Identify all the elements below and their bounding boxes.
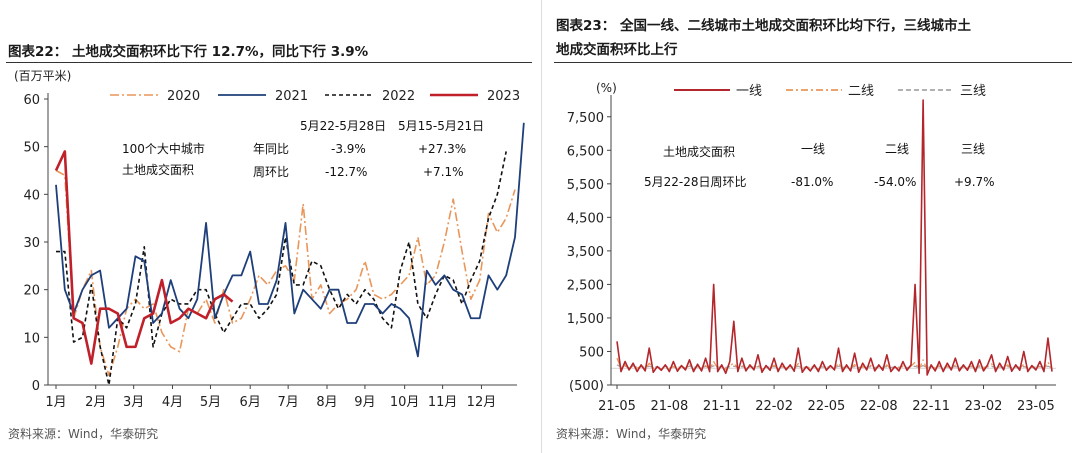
y-tick-label: 60	[23, 93, 40, 108]
legend-label: 一线	[736, 84, 762, 99]
legend-label: 2021	[275, 89, 308, 104]
x-tick-label: 12月	[467, 395, 497, 410]
x-tick-label: 21-11	[703, 399, 741, 414]
x-tick-label: 2月	[85, 395, 106, 410]
x-tick-label: 23-05	[1017, 399, 1055, 414]
table-metric-label: 年同比	[253, 142, 289, 156]
table-col-header: 二线	[885, 142, 909, 156]
y-tick-label: 500	[579, 345, 604, 360]
x-tick-label: 21-05	[598, 399, 636, 414]
x-tick-label: 22-05	[808, 399, 846, 414]
x-tick-label: 7月	[278, 395, 299, 410]
table-header-label: 土地成交面积	[663, 144, 735, 159]
table-value: +7.1%	[423, 165, 464, 179]
x-tick-label: 22-11	[912, 399, 950, 414]
y-tick-label: 50	[23, 141, 40, 156]
y-axis-label: (%)	[596, 81, 617, 95]
x-tick-label: 22-02	[755, 399, 793, 414]
table-header-2: 5月15-5月21日	[398, 119, 484, 133]
panel-divider	[541, 0, 542, 453]
inset-table: 土地成交面积 一线 二线 三线 5月22-28日周环比 -81.0% -54.0…	[644, 142, 995, 189]
y-tick-label: 6,500	[567, 144, 604, 159]
x-tick-label: 10月	[390, 395, 420, 410]
y-tick-label: 1,500	[567, 312, 604, 327]
table-row-label: 5月22-28日周环比	[644, 175, 747, 189]
chart-svg-left: (百万平米) 0 10 20 30 40 50 60 1月 2月 3月 4月 5月 6月 7月 8月 9月 10…	[0, 0, 540, 453]
series-line-2022	[56, 151, 506, 385]
inset-table: 100个大中城市 土地成交面积 5月22-5月28日 5月15-5月21日 年同…	[122, 119, 484, 179]
table-value: -81.0%	[791, 175, 833, 189]
y-tick-label: 10	[23, 331, 40, 346]
table-col-header: 三线	[961, 142, 985, 156]
table-row-label-2: 土地成交面积	[122, 162, 194, 177]
table-value: +27.3%	[418, 142, 466, 156]
x-tick-label: 8月	[316, 395, 337, 410]
series-line-2021	[56, 123, 524, 357]
table-row-label-1: 100个大中城市	[122, 141, 205, 156]
table-value: -12.7%	[325, 165, 367, 179]
x-tick-label: 22-08	[860, 399, 898, 414]
table-value: -3.9%	[331, 142, 366, 156]
legend-label: 三线	[960, 84, 986, 99]
y-tick-label: 4,500	[567, 211, 604, 226]
table-metric-label: 周环比	[253, 165, 289, 179]
x-tick-label: 3月	[123, 395, 144, 410]
table-value: +9.7%	[954, 175, 995, 189]
chart-svg-right: (%) (500) 500 1,500 2,500 3,500 4,500 5,500 6,5…	[548, 0, 1080, 453]
x-tick-label: 21-08	[650, 399, 688, 414]
legend-label: 二线	[848, 84, 874, 99]
y-tick-label: 40	[23, 188, 40, 203]
y-tick-label: 30	[23, 236, 40, 251]
source-note: 资料来源：Wind，华泰研究	[8, 425, 158, 442]
legend-label: 2023	[487, 89, 520, 104]
y-tick-label: 5,500	[567, 178, 604, 193]
x-tick-label: 4月	[162, 395, 183, 410]
y-tick-label: 2,500	[567, 278, 604, 293]
table-col-header: 一线	[801, 142, 825, 156]
y-axis-label: (百万平米)	[14, 69, 71, 83]
y-tick-label: 3,500	[567, 245, 604, 260]
series-line-2023	[56, 151, 233, 363]
left-chart-panel: 图表22： 土地成交面积环比下行 12.7%，同比下行 3.9% (百万平米) …	[0, 0, 540, 453]
source-note: 资料来源：Wind，华泰研究	[556, 425, 706, 442]
table-header-1: 5月22-5月28日	[300, 119, 386, 133]
y-tick-label: 7,500	[567, 111, 604, 126]
right-chart-panel: 图表23： 全国一线、二线城市土地成交面积环比均下行，三线城市土 地成交面积环比…	[548, 0, 1080, 453]
y-tick-label: (500)	[569, 379, 604, 394]
x-tick-label: 6月	[240, 395, 261, 410]
y-tick-label: 20	[23, 284, 40, 299]
x-tick-label: 23-02	[965, 399, 1003, 414]
legend-label: 2020	[167, 89, 200, 104]
x-tick-label: 9月	[354, 395, 375, 410]
series-line-一线	[617, 100, 1052, 375]
legend-label: 2022	[382, 89, 415, 104]
x-tick-label: 5月	[200, 395, 221, 410]
y-tick-label: 0	[32, 379, 40, 394]
x-tick-label: 11月	[428, 395, 458, 410]
table-value: -54.0%	[874, 175, 916, 189]
x-tick-label: 1月	[45, 395, 66, 410]
